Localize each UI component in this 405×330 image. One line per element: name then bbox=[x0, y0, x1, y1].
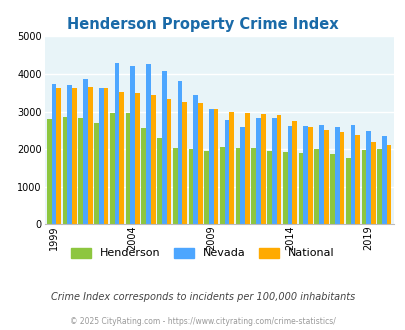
Bar bbox=[72, 88, 77, 224]
Bar bbox=[251, 148, 256, 224]
Bar bbox=[177, 82, 182, 224]
Bar bbox=[150, 95, 155, 224]
Bar bbox=[298, 153, 303, 224]
Bar bbox=[323, 130, 328, 224]
Bar bbox=[307, 127, 312, 224]
Bar bbox=[146, 64, 150, 224]
Bar bbox=[130, 66, 135, 224]
Bar bbox=[83, 79, 88, 224]
Bar bbox=[63, 117, 67, 224]
Bar bbox=[103, 88, 108, 224]
Bar bbox=[135, 93, 139, 224]
Bar bbox=[334, 127, 339, 224]
Bar bbox=[354, 135, 359, 224]
Bar bbox=[56, 88, 61, 224]
Bar bbox=[119, 92, 124, 224]
Text: © 2025 CityRating.com - https://www.cityrating.com/crime-statistics/: © 2025 CityRating.com - https://www.city… bbox=[70, 317, 335, 326]
Bar bbox=[141, 128, 146, 224]
Bar bbox=[198, 103, 202, 224]
Bar bbox=[126, 114, 130, 224]
Bar bbox=[282, 152, 287, 224]
Bar bbox=[229, 112, 234, 224]
Bar bbox=[292, 120, 296, 224]
Bar bbox=[193, 95, 198, 224]
Bar bbox=[166, 99, 171, 224]
Bar bbox=[67, 85, 72, 224]
Bar bbox=[88, 87, 92, 224]
Bar bbox=[381, 136, 386, 224]
Bar bbox=[303, 126, 307, 224]
Text: Henderson Property Crime Index: Henderson Property Crime Index bbox=[67, 17, 338, 32]
Bar bbox=[266, 151, 271, 224]
Text: Crime Index corresponds to incidents per 100,000 inhabitants: Crime Index corresponds to incidents per… bbox=[51, 292, 354, 302]
Bar bbox=[78, 118, 83, 224]
Bar bbox=[220, 147, 224, 224]
Bar bbox=[235, 148, 240, 224]
Bar bbox=[224, 120, 229, 224]
Bar bbox=[287, 126, 292, 224]
Legend: Henderson, Nevada, National: Henderson, Nevada, National bbox=[71, 248, 334, 258]
Bar bbox=[110, 114, 114, 224]
Bar bbox=[370, 142, 375, 224]
Bar bbox=[99, 88, 103, 224]
Bar bbox=[157, 138, 162, 224]
Bar bbox=[271, 117, 276, 224]
Bar bbox=[361, 150, 365, 224]
Bar bbox=[188, 149, 193, 224]
Bar bbox=[245, 113, 249, 224]
Bar bbox=[162, 71, 166, 224]
Bar bbox=[240, 127, 245, 224]
Bar bbox=[329, 154, 334, 224]
Bar bbox=[276, 115, 281, 224]
Bar bbox=[213, 109, 218, 224]
Bar bbox=[376, 149, 381, 224]
Bar bbox=[350, 125, 354, 224]
Bar bbox=[313, 149, 318, 224]
Bar bbox=[339, 132, 343, 224]
Bar bbox=[260, 114, 265, 224]
Bar bbox=[51, 84, 56, 224]
Bar bbox=[114, 63, 119, 224]
Bar bbox=[386, 145, 390, 224]
Bar bbox=[345, 158, 350, 224]
Bar bbox=[173, 148, 177, 224]
Bar bbox=[365, 131, 370, 224]
Bar bbox=[256, 117, 260, 224]
Bar bbox=[204, 151, 209, 224]
Bar bbox=[47, 119, 51, 224]
Bar bbox=[318, 125, 323, 224]
Bar bbox=[94, 123, 99, 224]
Bar bbox=[209, 109, 213, 224]
Bar bbox=[182, 102, 187, 224]
